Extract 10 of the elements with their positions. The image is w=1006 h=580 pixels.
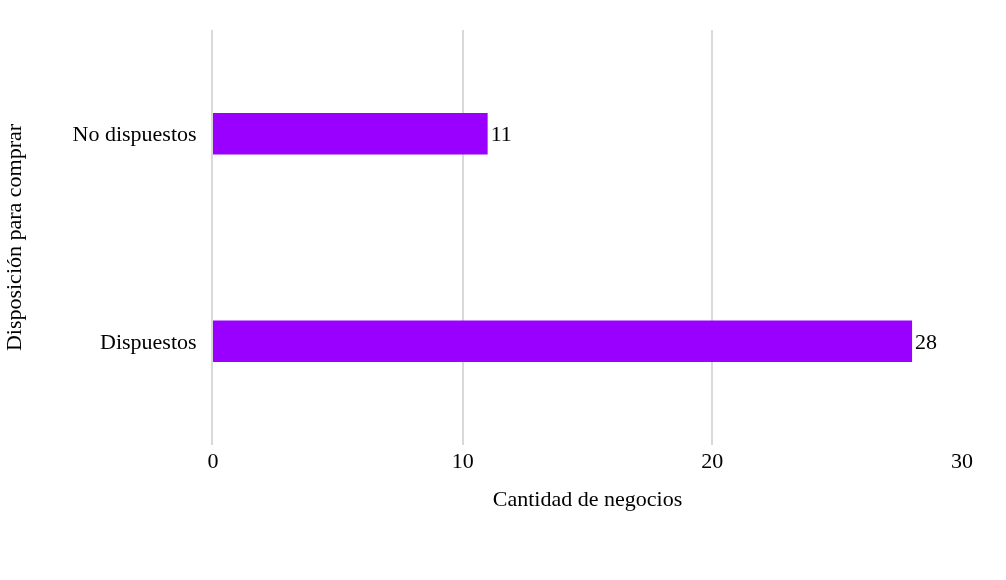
x-tick-label: 30 — [951, 448, 973, 473]
x-tick-label: 10 — [451, 448, 474, 473]
y-tick-label: Dispuestos — [100, 328, 197, 354]
x-tick-label: 20 — [701, 448, 724, 473]
y-axis-title: Disposición para comprar — [0, 123, 26, 352]
data-label: 11 — [490, 121, 512, 147]
x-tick-label: 0 — [207, 448, 219, 473]
y-tick-label: No dispuestos — [72, 121, 197, 147]
data-label: 28 — [915, 328, 938, 354]
x-axis-title: Cantidad de negocios — [492, 485, 683, 511]
